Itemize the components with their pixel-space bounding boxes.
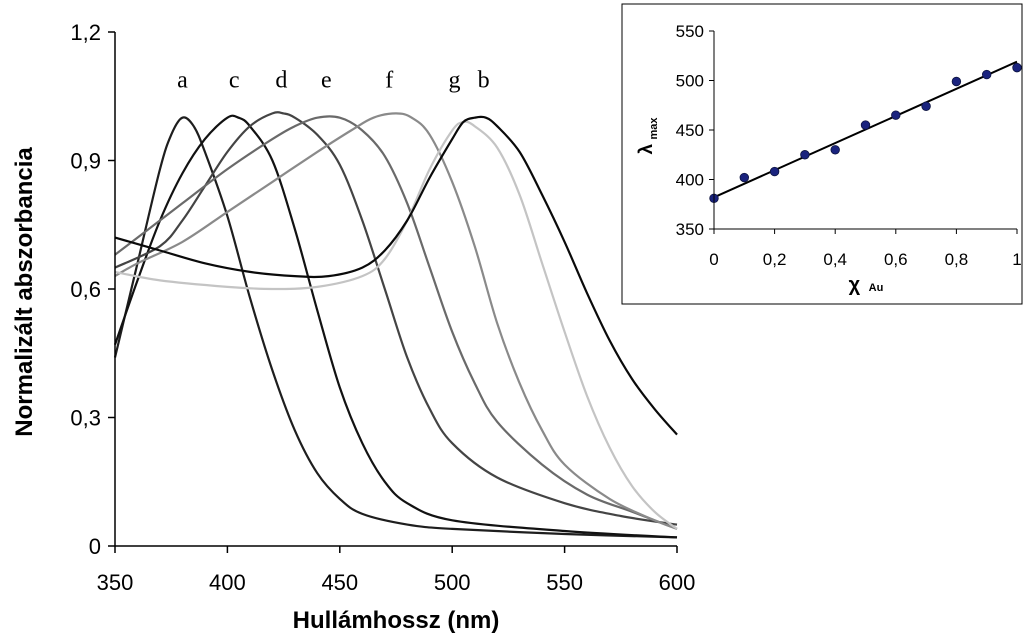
main-y-tick-label: 0 xyxy=(89,534,101,559)
inset-data-point xyxy=(921,101,931,111)
main-y-tick-label: 1,2 xyxy=(70,20,101,45)
inset-y-tick-label: 400 xyxy=(676,171,704,190)
series-c-label: c xyxy=(229,68,240,94)
series-g-label: g xyxy=(448,68,460,94)
inset-y-tick-label: 450 xyxy=(676,121,704,140)
inset-data-point xyxy=(951,76,962,87)
inset-data-point xyxy=(891,110,901,120)
inset-x-tick-label: 1 xyxy=(1012,250,1021,269)
inset-points xyxy=(709,62,1022,204)
series-a-line xyxy=(113,116,678,539)
inset-data-point xyxy=(1012,62,1022,73)
inset-y-axis-subscript: max xyxy=(648,117,660,140)
inset-frame xyxy=(621,3,1023,305)
series-f-line xyxy=(114,112,678,530)
main-x-tick-label: 550 xyxy=(546,570,583,595)
main-x-tick-label: 600 xyxy=(659,570,696,595)
series-b-label: b xyxy=(478,68,490,94)
inset-y-tick-label: 500 xyxy=(676,72,704,91)
main-x-tick-label: 450 xyxy=(321,570,358,595)
inset-data-point xyxy=(769,166,780,177)
inset-data-point xyxy=(982,69,992,80)
main-x-tick-label: 350 xyxy=(97,570,134,595)
main-y-ticks: 0 0,3 0,6 0,9 1,2 xyxy=(70,20,115,559)
series-b-line xyxy=(114,115,678,436)
inset-x-ticks: 0 0,2 0,4 0,6 0,8 1 xyxy=(709,229,1022,269)
inset-data-point xyxy=(800,150,810,160)
series-e-label: e xyxy=(321,68,332,94)
inset-data-point xyxy=(739,172,750,183)
main-x-ticks: 350 400 450 500 550 600 xyxy=(97,546,696,595)
inset-y-ticks: 350 400 450 500 550 xyxy=(676,22,714,239)
series-d-line xyxy=(114,111,678,526)
inset-y-axis-label: λ max xyxy=(636,117,660,155)
series-e-line xyxy=(114,115,678,530)
main-x-axis-label: Hullámhossz (nm) xyxy=(293,607,500,634)
inset-x-tick-label: 0,8 xyxy=(945,250,969,269)
main-y-tick-label: 0,3 xyxy=(70,406,101,431)
main-x-tick-label: 500 xyxy=(434,570,471,595)
inset-x-tick-label: 0 xyxy=(709,250,718,269)
series-f-label: f xyxy=(385,68,393,94)
inset-x-tick-label: 0,2 xyxy=(763,250,787,269)
inset-x-axis-symbol: χ xyxy=(849,274,861,296)
main-curves xyxy=(113,111,678,539)
inset-x-tick-label: 0,4 xyxy=(823,250,847,269)
series-c-line xyxy=(113,114,678,539)
inset-x-axis-label: χ Au xyxy=(849,274,884,296)
main-x-tick-label: 400 xyxy=(209,570,246,595)
main-y-tick-label: 0,9 xyxy=(70,149,101,174)
main-y-tick-label: 0,6 xyxy=(70,277,101,302)
inset-y-tick-label: 350 xyxy=(676,220,704,239)
inset-y-axis-symbol: λ xyxy=(636,144,657,155)
series-a-label: a xyxy=(177,68,188,94)
inset-x-tick-label: 0,6 xyxy=(884,250,908,269)
inset-y-tick-label: 550 xyxy=(676,22,704,41)
inset-x-axis-subscript: Au xyxy=(869,282,884,294)
series-d-label: d xyxy=(275,68,287,94)
inset-chart: 350 400 450 500 550 0 0,2 0,4 0,6 0,8 1 χ Au λ ma… xyxy=(621,3,1023,305)
inset-data-point xyxy=(830,145,840,155)
main-y-axis-label: Normalizált abszorbancia xyxy=(11,147,38,437)
inset-data-point xyxy=(860,120,871,130)
